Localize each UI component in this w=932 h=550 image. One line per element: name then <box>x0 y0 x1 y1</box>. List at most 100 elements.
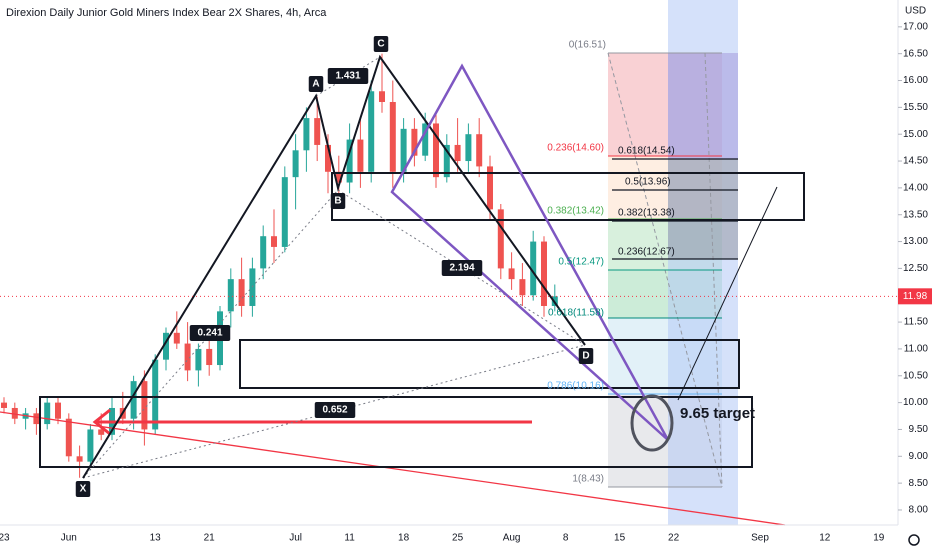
drawing-backgrounds <box>608 0 738 525</box>
pattern-point-bg <box>308 76 324 92</box>
fib2-label: 0.5(13.96) <box>625 177 671 188</box>
projection-line <box>677 186 778 401</box>
pattern-ratio-bg <box>441 260 483 276</box>
x-tick-label: 8 <box>563 533 569 544</box>
candle-body <box>76 456 83 462</box>
candle-body <box>11 407 18 419</box>
candle-body <box>443 144 450 178</box>
y-tick-label: 9.50 <box>909 424 929 435</box>
xabcd-pattern <box>82 54 586 479</box>
candle-body <box>379 91 385 102</box>
fib2-zone <box>668 159 738 259</box>
candle-body <box>184 343 191 371</box>
zone-box <box>239 339 740 389</box>
x-tick-label: Jun <box>61 533 77 544</box>
last-price-label: 11.98 <box>903 291 928 302</box>
y-tick-label: 9.00 <box>909 451 929 462</box>
candle-body <box>422 123 429 156</box>
candle-body <box>411 128 418 156</box>
x-tick-label: Jul <box>289 533 302 544</box>
target-circle <box>630 394 674 452</box>
fib2-label: 0.236(12.67) <box>618 247 675 258</box>
y-tick-label: 15.50 <box>903 102 928 113</box>
y-tick-label: 13.00 <box>903 236 928 247</box>
date-range-highlight <box>668 0 738 525</box>
candle-body <box>541 241 547 306</box>
candle-body <box>173 332 180 344</box>
pattern-leg <box>82 344 586 479</box>
settings-icon[interactable] <box>908 534 920 546</box>
pattern-ratio: 0.652 <box>322 405 347 416</box>
candle-body <box>433 123 439 178</box>
pattern-point: C <box>377 39 384 50</box>
fib2-label: 0.618(14.54) <box>618 146 675 157</box>
candle-body <box>281 177 288 247</box>
y-tick-label: 8.50 <box>909 478 929 489</box>
candle-body <box>163 332 169 360</box>
fib-label: 0.5(12.47) <box>558 257 604 268</box>
y-tick-label: 16.00 <box>903 75 928 86</box>
candle-body <box>33 413 40 425</box>
candle-body <box>454 144 461 162</box>
candle-body <box>260 236 267 269</box>
pattern-ratio: 2.194 <box>449 263 474 274</box>
y-tick-label: 10.50 <box>903 370 928 381</box>
fib-label: 1(8.43) <box>572 474 604 485</box>
pattern-ratio-bg <box>327 68 369 84</box>
candle-body <box>130 381 137 419</box>
candles <box>1 53 558 478</box>
x-tick-label: 19 <box>873 533 885 544</box>
chart-title: Direxion Daily Junior Gold Miners Index … <box>6 7 327 19</box>
candle-body <box>195 348 202 371</box>
candle-body <box>400 128 407 172</box>
candle-body <box>508 268 515 280</box>
x-tick-label: 11 <box>344 533 355 544</box>
y-tick-label: 12.50 <box>903 263 928 274</box>
fib2-label: 0.382(13.38) <box>618 208 675 219</box>
pattern-point: D <box>582 351 589 362</box>
candle-body <box>141 381 148 430</box>
candle-body <box>44 402 51 425</box>
pattern-point-bg <box>373 36 389 52</box>
fib-label: 0.236(14.60) <box>547 143 604 154</box>
target-note: 9.65 target <box>680 405 755 422</box>
zone-box <box>39 396 753 468</box>
candle-body <box>487 166 493 210</box>
candle-body <box>530 241 537 296</box>
last-price-tag <box>898 288 932 305</box>
pattern-point-bg <box>578 348 594 364</box>
arrow-head <box>92 408 111 436</box>
pattern-point: A <box>312 79 319 90</box>
y-tick-label: 11.00 <box>904 344 929 355</box>
candle-body <box>292 150 299 178</box>
y-tick-label: 16.50 <box>903 48 928 59</box>
pattern-point-bg <box>75 481 91 497</box>
x-tick-label: 23 <box>0 533 10 544</box>
candle-body <box>98 429 105 435</box>
pattern-ratio: 1.431 <box>335 71 360 82</box>
pattern-ratio: 0.241 <box>197 328 222 339</box>
y-tick-label: 14.50 <box>903 156 928 167</box>
x-tick-label: Aug <box>503 533 521 544</box>
candle-body <box>55 402 61 419</box>
candle-body <box>303 118 310 151</box>
candle-body <box>519 279 526 296</box>
pattern-ratio-bg <box>314 402 356 418</box>
candle-body <box>152 359 159 430</box>
trend-line <box>0 411 786 526</box>
candle-body <box>465 134 472 162</box>
y-tick-label: 10.00 <box>903 397 928 408</box>
settings-icon[interactable] <box>908 534 920 546</box>
candle-body <box>314 118 321 145</box>
y-tick-label: 8.00 <box>909 505 929 516</box>
candle-body <box>476 134 483 167</box>
pattern-point: X <box>80 484 87 495</box>
x-tick-label: Sep <box>751 533 769 544</box>
pattern-point-bg <box>330 193 346 209</box>
purple-triangle <box>390 63 670 441</box>
drawings: 9.65 target <box>0 52 805 526</box>
x-tick-label: 15 <box>614 533 626 544</box>
fib-label: 0(16.51) <box>569 40 606 51</box>
candle-body <box>346 139 353 183</box>
